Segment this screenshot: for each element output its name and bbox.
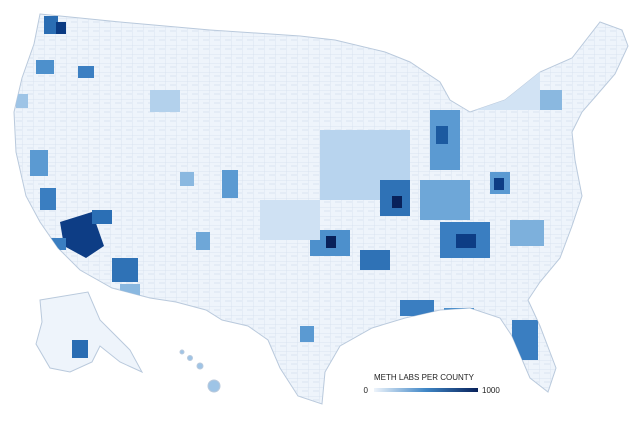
legend-title: METH LABS PER COUNTY	[374, 373, 475, 382]
legend-scale	[374, 388, 478, 392]
hawaii	[179, 349, 221, 393]
legend: METH LABS PER COUNTY 0 1000	[364, 373, 501, 395]
legend-max: 1000	[482, 386, 500, 395]
alaska	[35, 291, 144, 374]
alaska-shading	[72, 340, 88, 358]
legend-min: 0	[364, 386, 369, 395]
